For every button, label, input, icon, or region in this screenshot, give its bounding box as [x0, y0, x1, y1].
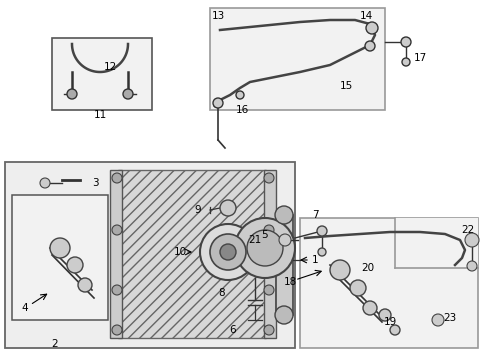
Circle shape [274, 306, 292, 324]
Bar [12, 195, 108, 320]
Circle shape [67, 89, 77, 99]
Text: 8: 8 [218, 288, 225, 298]
Circle shape [464, 233, 478, 247]
Circle shape [112, 325, 122, 335]
Circle shape [112, 285, 122, 295]
Circle shape [123, 89, 133, 99]
Circle shape [112, 173, 122, 183]
Circle shape [389, 325, 399, 335]
Circle shape [246, 230, 283, 266]
Circle shape [264, 325, 273, 335]
Circle shape [50, 238, 70, 258]
Text: 18: 18 [283, 277, 296, 287]
Circle shape [220, 244, 236, 260]
Circle shape [264, 225, 273, 235]
Text: 23: 23 [443, 313, 456, 323]
Bar [5, 162, 294, 348]
Text: 5: 5 [261, 230, 268, 240]
Text: 13: 13 [211, 11, 224, 21]
Circle shape [112, 225, 122, 235]
Circle shape [401, 58, 409, 66]
Text: 12: 12 [103, 62, 116, 72]
Circle shape [431, 314, 443, 326]
Text: 2: 2 [52, 339, 58, 349]
Circle shape [220, 200, 236, 216]
Bar [275, 215, 292, 315]
Circle shape [78, 278, 92, 292]
Text: 14: 14 [359, 11, 372, 21]
Circle shape [400, 37, 410, 47]
Circle shape [466, 261, 476, 271]
Bar [209, 8, 384, 110]
Circle shape [264, 173, 273, 183]
Circle shape [40, 178, 50, 188]
Text: 3: 3 [92, 178, 98, 188]
Bar [52, 38, 152, 110]
Circle shape [235, 218, 294, 278]
Circle shape [200, 224, 256, 280]
Circle shape [213, 98, 223, 108]
Text: 15: 15 [339, 81, 352, 91]
Circle shape [365, 22, 377, 34]
Circle shape [362, 301, 376, 315]
Bar [110, 170, 122, 338]
Text: 21: 21 [248, 235, 261, 245]
Circle shape [316, 226, 326, 236]
Bar [118, 170, 265, 338]
Bar [394, 218, 477, 268]
Text: 4: 4 [21, 303, 28, 313]
Circle shape [67, 257, 83, 273]
Text: 19: 19 [383, 317, 396, 327]
Circle shape [279, 234, 290, 246]
Text: 7: 7 [311, 210, 318, 220]
Circle shape [349, 280, 365, 296]
Circle shape [209, 234, 245, 270]
Circle shape [236, 91, 244, 99]
Text: 9: 9 [194, 205, 201, 215]
Text: 6: 6 [229, 325, 236, 335]
Circle shape [274, 206, 292, 224]
Circle shape [264, 285, 273, 295]
Circle shape [317, 248, 325, 256]
Text: 11: 11 [93, 110, 106, 120]
Text: 1: 1 [311, 255, 318, 265]
Text: 10: 10 [173, 247, 186, 257]
Circle shape [364, 41, 374, 51]
Circle shape [378, 309, 390, 321]
Text: 22: 22 [461, 225, 474, 235]
Text: 20: 20 [361, 263, 374, 273]
Text: 16: 16 [235, 105, 248, 115]
Text: 17: 17 [412, 53, 426, 63]
Bar [264, 170, 275, 338]
Circle shape [329, 260, 349, 280]
Bar [299, 218, 477, 348]
